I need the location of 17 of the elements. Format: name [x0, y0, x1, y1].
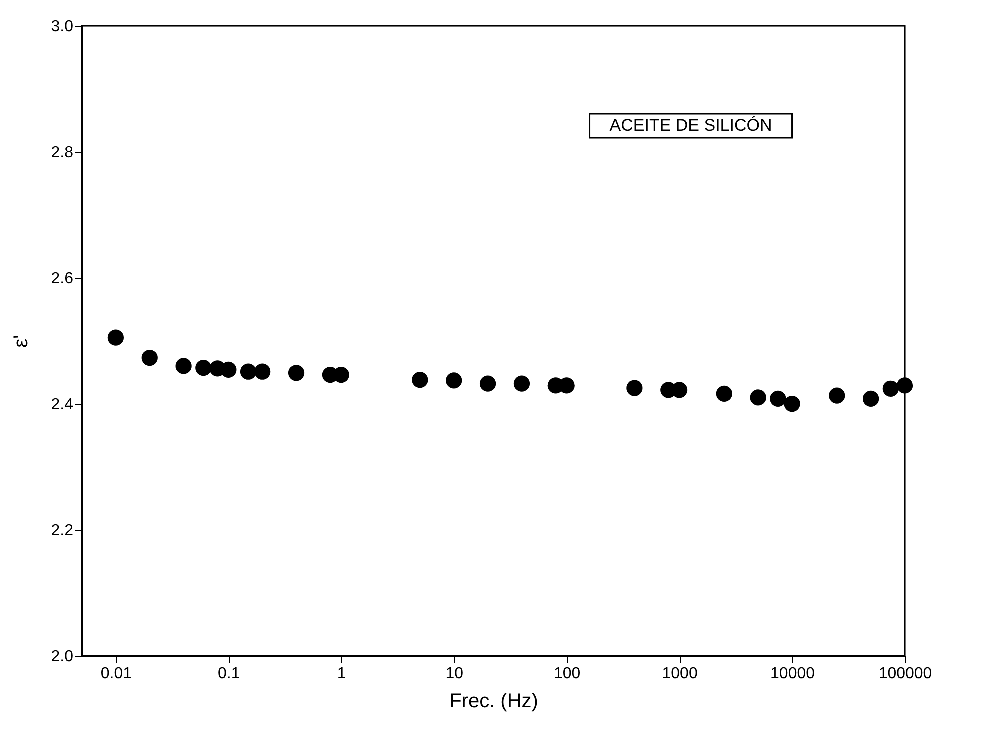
x-tick-label: 0.01 — [100, 666, 132, 682]
x-tick-label: 10 — [446, 666, 464, 682]
x-tick-label: 100000 — [878, 666, 932, 682]
y-tick-label: 2.8 — [51, 144, 74, 162]
x-tick-label: 10000 — [770, 666, 816, 682]
y-tick-label: 3.0 — [51, 18, 74, 36]
x-tick-label: 1 — [337, 666, 346, 682]
x-tick-label: 100 — [554, 666, 581, 682]
x-axis-title: Frec. (Hz) — [450, 690, 538, 712]
x-tick-label: 0.1 — [218, 666, 240, 682]
x-tick-label: 1000 — [662, 666, 698, 682]
y-tick-label: 2.2 — [51, 522, 74, 540]
y-axis-title: ε' — [10, 335, 32, 348]
y-tick-label: 2.6 — [51, 270, 74, 288]
y-tick-label: 2.4 — [51, 396, 74, 414]
y-tick-label: 2.0 — [51, 648, 74, 666]
annotation: ACEITE DE SILICÓN — [610, 116, 772, 135]
